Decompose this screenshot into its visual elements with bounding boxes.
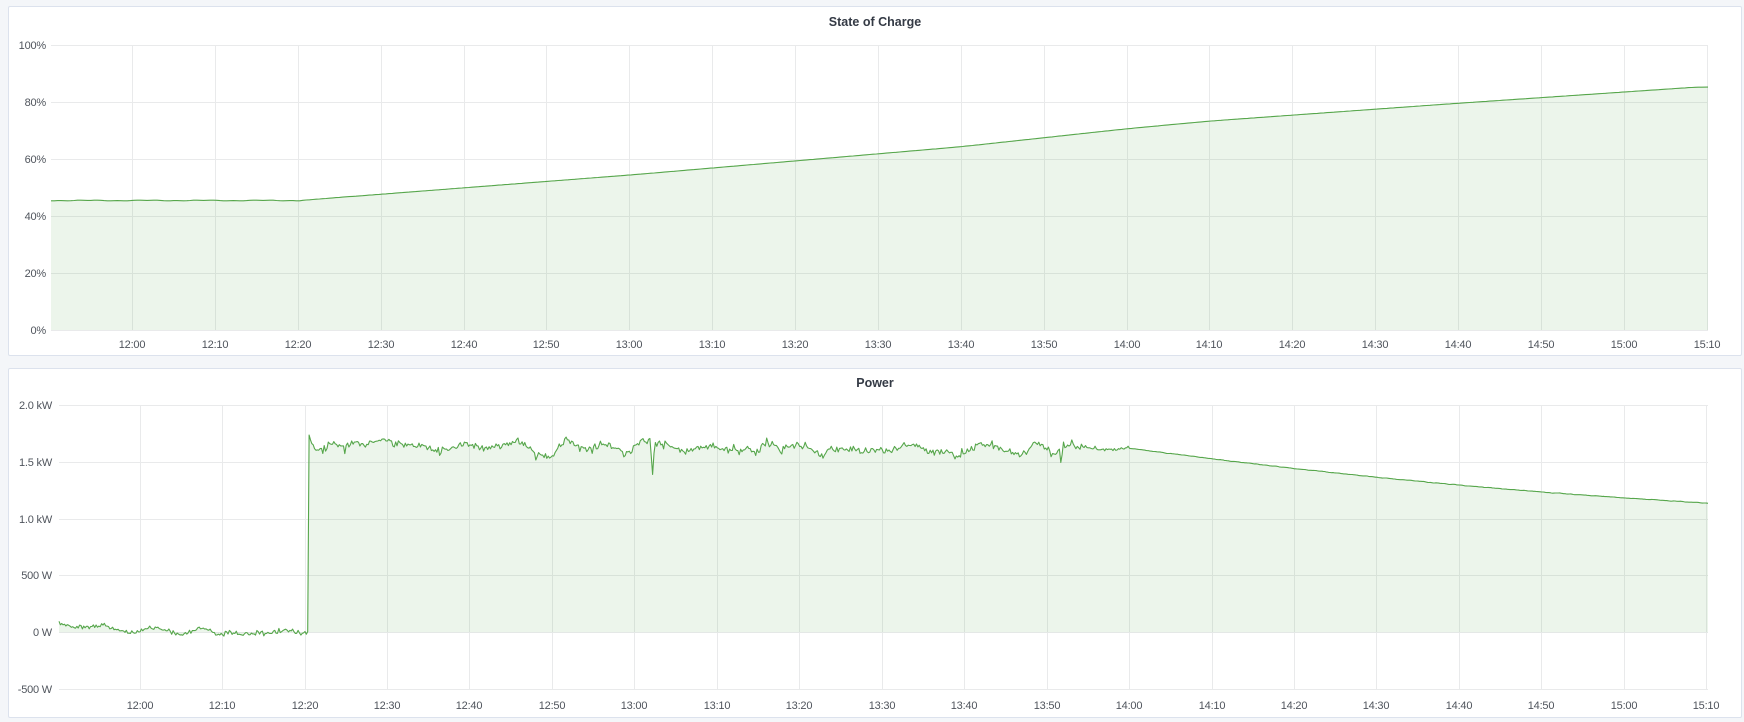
svg-text:100%: 100%: [19, 40, 47, 52]
svg-text:14:40: 14:40: [1446, 700, 1473, 712]
svg-text:12:30: 12:30: [368, 339, 395, 351]
svg-text:13:40: 13:40: [951, 700, 978, 712]
svg-text:14:50: 14:50: [1528, 339, 1555, 351]
svg-text:12:30: 12:30: [374, 700, 401, 712]
svg-text:13:40: 13:40: [948, 339, 975, 351]
svg-text:13:00: 13:00: [621, 700, 648, 712]
svg-text:1.5 kW: 1.5 kW: [19, 457, 53, 469]
svg-text:1.0 kW: 1.0 kW: [19, 514, 53, 526]
svg-text:13:50: 13:50: [1031, 339, 1058, 351]
svg-text:15:00: 15:00: [1611, 700, 1638, 712]
svg-text:State of Charge: State of Charge: [829, 15, 921, 29]
svg-text:80%: 80%: [25, 97, 47, 109]
svg-text:0%: 0%: [31, 325, 47, 337]
svg-text:15:10: 15:10: [1693, 700, 1720, 712]
svg-text:12:50: 12:50: [539, 700, 566, 712]
svg-text:12:40: 12:40: [451, 339, 478, 351]
svg-text:14:50: 14:50: [1528, 700, 1555, 712]
svg-text:14:40: 14:40: [1445, 339, 1472, 351]
svg-text:40%: 40%: [25, 211, 47, 223]
svg-text:14:00: 14:00: [1114, 339, 1141, 351]
svg-text:Power: Power: [856, 376, 894, 390]
svg-text:12:00: 12:00: [127, 700, 154, 712]
svg-text:12:10: 12:10: [209, 700, 236, 712]
svg-text:14:30: 14:30: [1362, 339, 1389, 351]
svg-text:12:10: 12:10: [202, 339, 229, 351]
svg-text:0 W: 0 W: [33, 627, 53, 639]
svg-text:13:30: 13:30: [865, 339, 892, 351]
svg-text:14:10: 14:10: [1196, 339, 1223, 351]
svg-text:15:10: 15:10: [1694, 339, 1721, 351]
svg-text:14:20: 14:20: [1279, 339, 1306, 351]
svg-text:15:00: 15:00: [1611, 339, 1638, 351]
svg-text:14:30: 14:30: [1363, 700, 1390, 712]
svg-text:2.0 kW: 2.0 kW: [19, 400, 53, 412]
svg-text:12:50: 12:50: [533, 339, 560, 351]
svg-text:500 W: 500 W: [21, 570, 53, 582]
svg-text:12:40: 12:40: [456, 700, 483, 712]
svg-text:13:00: 13:00: [616, 339, 643, 351]
svg-text:13:30: 13:30: [869, 700, 896, 712]
svg-text:13:10: 13:10: [699, 339, 726, 351]
svg-text:20%: 20%: [25, 268, 47, 280]
svg-text:60%: 60%: [25, 154, 47, 166]
svg-text:13:20: 13:20: [782, 339, 809, 351]
svg-text:12:00: 12:00: [119, 339, 146, 351]
svg-text:14:20: 14:20: [1281, 700, 1308, 712]
svg-text:14:10: 14:10: [1199, 700, 1226, 712]
svg-text:13:20: 13:20: [786, 700, 813, 712]
svg-text:-500 W: -500 W: [18, 684, 53, 696]
svg-text:12:20: 12:20: [285, 339, 312, 351]
svg-text:14:00: 14:00: [1116, 700, 1143, 712]
svg-text:13:50: 13:50: [1034, 700, 1061, 712]
svg-text:12:20: 12:20: [292, 700, 319, 712]
svg-text:13:10: 13:10: [704, 700, 731, 712]
